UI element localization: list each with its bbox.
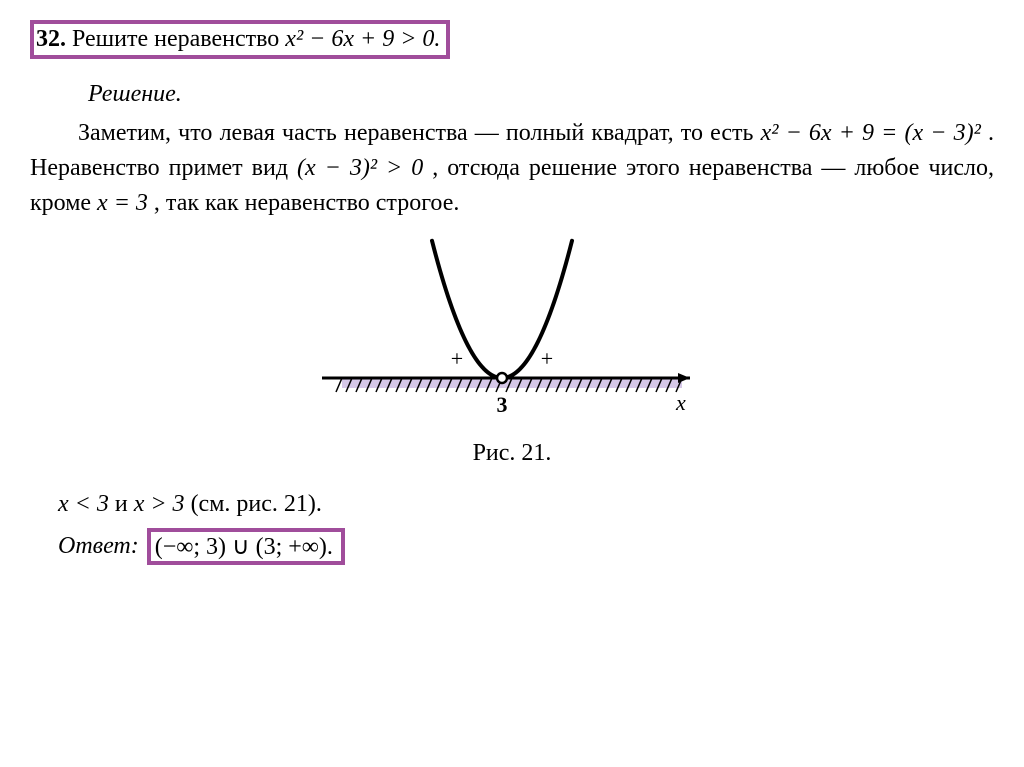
problem-number: 32.	[36, 26, 66, 52]
para-eq-3: x = 3	[97, 190, 148, 216]
answer-value: (−∞; 3) ∪ (3; +∞).	[155, 534, 333, 560]
svg-text:+: +	[541, 346, 553, 371]
solution-paragraph: Заметим, что левая часть неравенства — п…	[30, 116, 994, 220]
problem-prompt: Решите неравенство	[72, 26, 285, 52]
figure-wrap: + +3 x	[30, 238, 994, 428]
interval-ref: (см. рис. 21).	[191, 491, 322, 517]
answer-box: (−∞; 3) ∪ (3; +∞).	[147, 528, 345, 565]
interval-line: x < 3 и x > 3 (см. рис. 21).	[58, 487, 994, 522]
figure-caption: Рис. 21.	[30, 440, 994, 467]
svg-text:3: 3	[497, 392, 508, 417]
svg-text:x: x	[675, 390, 686, 415]
para-eq-2: (x − 3)² > 0	[297, 155, 423, 181]
para-text-4: , так как неравенство строгое.	[154, 190, 459, 216]
answer-row: Ответ: (−∞; 3) ∪ (3; +∞).	[58, 528, 994, 565]
interval-and: и	[115, 491, 134, 517]
answer-label: Ответ:	[58, 533, 139, 560]
solution-label: Решение.	[88, 81, 994, 108]
para-text-1: Заметим, что левая часть неравенства — п…	[78, 120, 761, 146]
para-eq-1: x² − 6x + 9 = (x − 3)²	[761, 120, 981, 146]
problem-box: 32. Решите неравенство x² − 6x + 9 > 0.	[30, 20, 450, 59]
interval-2: x > 3	[134, 491, 185, 517]
svg-text:+: +	[451, 346, 463, 371]
problem-inequality: x² − 6x + 9 > 0.	[285, 26, 440, 52]
parabola-figure: + +3 x	[322, 238, 702, 428]
interval-1: x < 3	[58, 491, 109, 517]
